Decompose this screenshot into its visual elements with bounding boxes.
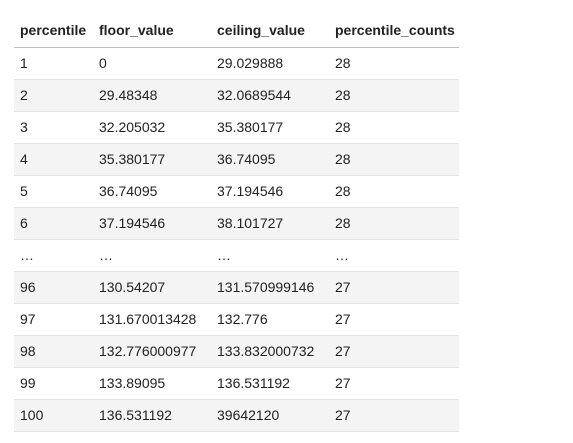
cell-ceiling-value: 37.194546 <box>217 183 284 199</box>
cell-percentile-counts: 27 <box>335 375 351 391</box>
cell-percentile-counts: 28 <box>335 183 351 199</box>
cell-percentile: 2 <box>20 87 28 103</box>
cell-percentile: 98 <box>20 343 36 359</box>
cell-ceiling-value: 136.531192 <box>217 375 290 391</box>
cell-percentile-counts: 27 <box>335 279 351 295</box>
data-table-container: percentile floor_value ceiling_value per… <box>14 14 459 432</box>
column-header-floor-value: floor_value <box>99 22 174 39</box>
cell-percentile-counts: 28 <box>335 151 351 167</box>
column-header-percentile-counts: percentile_counts <box>335 22 455 39</box>
column-header-percentile: percentile <box>20 22 87 39</box>
cell-percentile: 4 <box>20 151 28 167</box>
cell-percentile-counts: 28 <box>335 215 351 231</box>
cell-percentile-counts: … <box>335 247 349 263</box>
cell-percentile: 1 <box>20 55 28 71</box>
cell-floor-value: 32.205032 <box>99 119 166 135</box>
cell-floor-value: 35.380177 <box>99 151 166 167</box>
cell-percentile-counts: 28 <box>335 119 351 135</box>
cell-percentile-counts: 27 <box>335 407 351 423</box>
cell-ceiling-value: 38.101727 <box>217 215 284 231</box>
table-row: 5 36.74095 37.194546 28 <box>14 175 459 207</box>
cell-floor-value: 36.74095 <box>99 183 158 199</box>
cell-percentile: 100 <box>20 407 44 423</box>
table-row: 3 32.205032 35.380177 28 <box>14 111 459 143</box>
cell-percentile-counts: 28 <box>335 87 351 103</box>
cell-floor-value: … <box>99 247 113 263</box>
percentile-table: percentile floor_value ceiling_value per… <box>14 14 459 432</box>
cell-percentile: 99 <box>20 375 36 391</box>
table-row: 96 130.54207 131.570999146 27 <box>14 271 459 303</box>
table-row: 1 0 29.029888 28 <box>14 47 459 79</box>
cell-percentile-counts: 27 <box>335 311 351 327</box>
cell-ceiling-value: 29.029888 <box>217 55 284 71</box>
table-row: 98 132.776000977 133.832000732 27 <box>14 335 459 367</box>
header-row: percentile floor_value ceiling_value per… <box>14 14 459 47</box>
table-row: 99 133.89095 136.531192 27 <box>14 367 459 399</box>
cell-ceiling-value: 36.74095 <box>217 151 276 167</box>
cell-percentile-counts: 28 <box>335 55 351 71</box>
column-header-ceiling-value: ceiling_value <box>217 22 305 39</box>
cell-percentile-counts: 27 <box>335 343 351 359</box>
cell-ceiling-value: 133.832000732 <box>217 343 315 359</box>
cell-floor-value: 133.89095 <box>99 375 166 391</box>
cell-percentile: 3 <box>20 119 28 135</box>
cell-percentile: 97 <box>20 311 36 327</box>
cell-ceiling-value: 35.380177 <box>217 119 284 135</box>
cell-ceiling-value: 132.776 <box>217 311 268 327</box>
cell-percentile: … <box>20 247 34 263</box>
cell-floor-value: 131.670013428 <box>99 311 197 327</box>
table-body: 1 0 29.029888 28 2 29.48348 32.0689544 2… <box>14 47 459 431</box>
cell-floor-value: 130.54207 <box>99 279 166 295</box>
cell-percentile: 5 <box>20 183 28 199</box>
cell-ceiling-value: 39642120 <box>217 407 280 423</box>
cell-floor-value: 132.776000977 <box>99 343 197 359</box>
cell-floor-value: 136.531192 <box>99 407 172 423</box>
cell-percentile: 6 <box>20 215 28 231</box>
cell-percentile: 96 <box>20 279 36 295</box>
table-row: 4 35.380177 36.74095 28 <box>14 143 459 175</box>
table-row: 6 37.194546 38.101727 28 <box>14 207 459 239</box>
table-row: 2 29.48348 32.0689544 28 <box>14 79 459 111</box>
cell-ceiling-value: 32.0689544 <box>217 87 291 103</box>
cell-ceiling-value: … <box>217 247 231 263</box>
table-row: 100 136.531192 39642120 27 <box>14 399 459 431</box>
cell-floor-value: 37.194546 <box>99 215 166 231</box>
cell-ceiling-value: 131.570999146 <box>217 279 315 295</box>
table-header: percentile floor_value ceiling_value per… <box>14 14 459 47</box>
cell-floor-value: 0 <box>99 55 107 71</box>
table-row: 97 131.670013428 132.776 27 <box>14 303 459 335</box>
table-row-ellipsis: … … … … <box>14 239 459 271</box>
cell-floor-value: 29.48348 <box>99 87 158 103</box>
